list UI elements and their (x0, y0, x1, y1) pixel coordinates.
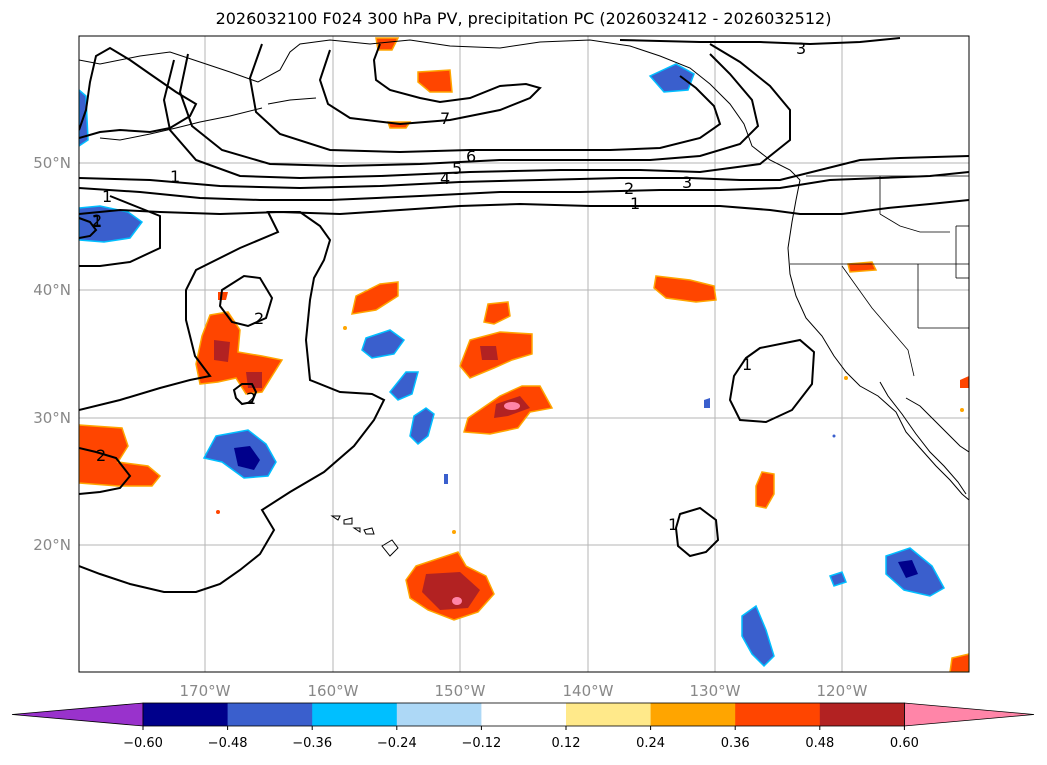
pv-label: 3 (796, 39, 806, 58)
gridlines (79, 36, 969, 672)
coastlines (79, 39, 969, 557)
colorbar-segment (396, 703, 482, 726)
pv-label: 1 (170, 167, 180, 186)
pv-label: 2 (96, 446, 106, 465)
colorbar-ticks: −0.60 −0.48 −0.36 −0.24 −0.12 0.12 0.24 0.36 0.4… (123, 726, 919, 751)
pv-label: 1 (668, 515, 678, 534)
map-frame (78, 35, 970, 673)
colorbar-segment (650, 703, 736, 726)
lon-label: 150°W (435, 682, 486, 700)
latitude-labels: 50°N 40°N 30°N 20°N (33, 154, 71, 554)
colorbar-tick-label: −0.36 (292, 736, 332, 751)
pv-label: 6 (466, 147, 476, 166)
colorbar-tick-label: 0.12 (552, 736, 581, 751)
map-panel[interactable]: 1 1 1 1 1 1 2 2 2 2 2 3 3 4 5 6 7 (78, 35, 970, 673)
longitude-labels: 170°W 160°W 150°W 140°W 130°W 120°W (180, 682, 868, 700)
colorbar-tick-label: 0.48 (805, 736, 834, 751)
colorbar-frame (142, 702, 905, 727)
political-borders (790, 175, 969, 377)
pv-label: 1 (630, 194, 640, 213)
colorbar-segments (11, 702, 1035, 727)
pv-label: 2 (92, 211, 102, 230)
pv-label: 7 (440, 109, 450, 128)
pv-label: 1 (742, 355, 752, 374)
colorbar-extend-low (11, 702, 144, 727)
lon-label: 170°W (180, 682, 231, 700)
lon-label: 130°W (690, 682, 741, 700)
colorbar-tick-label: 0.24 (636, 736, 665, 751)
colorbar: −0.60 −0.48 −0.36 −0.24 −0.12 0.12 0.24 0.36 0.4… (11, 702, 1035, 751)
pv-contour-labels: 1 1 1 1 1 1 2 2 2 2 2 3 3 4 5 6 7 (92, 39, 806, 534)
pv-label: 1 (92, 212, 102, 231)
lon-label: 140°W (563, 682, 614, 700)
lat-label: 50°N (33, 154, 71, 172)
colorbar-segment (227, 703, 313, 726)
lat-label: 40°N (33, 281, 71, 299)
pv-label: 2 (624, 179, 634, 198)
colorbar-tick-label: −0.48 (208, 736, 248, 751)
colorbar-tick-label: −0.60 (123, 736, 163, 751)
lat-label: 20°N (33, 536, 71, 554)
pv-label: 2 (254, 309, 264, 328)
lon-label: 120°W (817, 682, 868, 700)
pv-label: 4 (440, 169, 450, 188)
pv-label: 1 (102, 187, 112, 206)
colorbar-tick-label: 0.60 (890, 736, 919, 751)
colorbar-segment (819, 703, 905, 726)
pv-contours (79, 37, 969, 593)
pv-label: 3 (682, 173, 692, 192)
pv-label: 5 (452, 159, 462, 178)
colorbar-tick-label: −0.24 (377, 736, 417, 751)
colorbar-extend-high (904, 702, 1035, 727)
colorbar-segment (143, 703, 229, 726)
colorbar-tick-label: 0.36 (721, 736, 750, 751)
colorbar-segment (735, 703, 821, 726)
colorbar-tick-label: −0.12 (461, 736, 501, 751)
page-title: 2026032100 F024 300 hPa PV, precipitatio… (215, 9, 832, 28)
lat-label: 30°N (33, 409, 71, 427)
precip-positive-areas (79, 37, 969, 672)
pv-label: 2 (246, 389, 256, 408)
colorbar-segment (566, 703, 652, 726)
colorbar-segment (481, 703, 567, 726)
lon-label: 160°W (308, 682, 359, 700)
colorbar-segment (312, 703, 398, 726)
